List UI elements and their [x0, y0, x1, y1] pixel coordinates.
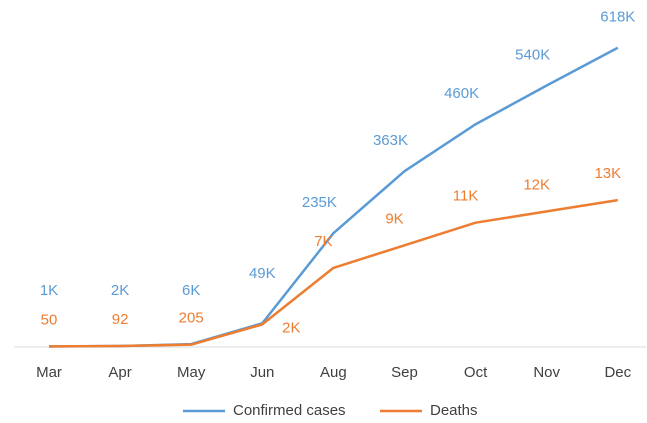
data-label: 92 [112, 311, 129, 328]
data-label: 7K [314, 233, 332, 250]
legend-label: Deaths [430, 402, 478, 419]
x-tick-label: Aug [320, 364, 347, 381]
data-label: 12K [523, 176, 550, 193]
data-label: 50 [41, 311, 58, 328]
x-tick-label: Oct [464, 364, 488, 381]
series-line [48, 198, 618, 348]
data-label: 11K [453, 188, 479, 205]
legend-label: Confirmed cases [233, 402, 346, 419]
data-label: 2K [282, 319, 300, 336]
data-label: 540K [515, 46, 550, 63]
x-tick-label: Jun [250, 364, 274, 381]
data-label: 2K [111, 282, 129, 299]
x-tick-label: Sep [391, 364, 418, 381]
data-label: 205 [179, 310, 204, 327]
data-label: 49K [249, 265, 276, 282]
data-label: 9K [385, 210, 403, 227]
data-label: 363K [373, 132, 408, 149]
data-label: 618K [600, 9, 635, 26]
x-tick-label: Apr [108, 364, 131, 381]
x-tick-label: Nov [533, 364, 560, 381]
x-tick-label: Mar [36, 364, 62, 381]
data-label: 1K [40, 282, 58, 299]
data-label: 6K [182, 282, 200, 299]
data-label: 235K [302, 194, 337, 211]
x-tick-label: Dec [604, 364, 631, 381]
data-label: 13K [594, 165, 621, 182]
x-tick-label: May [177, 364, 206, 381]
data-label: 460K [444, 85, 479, 102]
